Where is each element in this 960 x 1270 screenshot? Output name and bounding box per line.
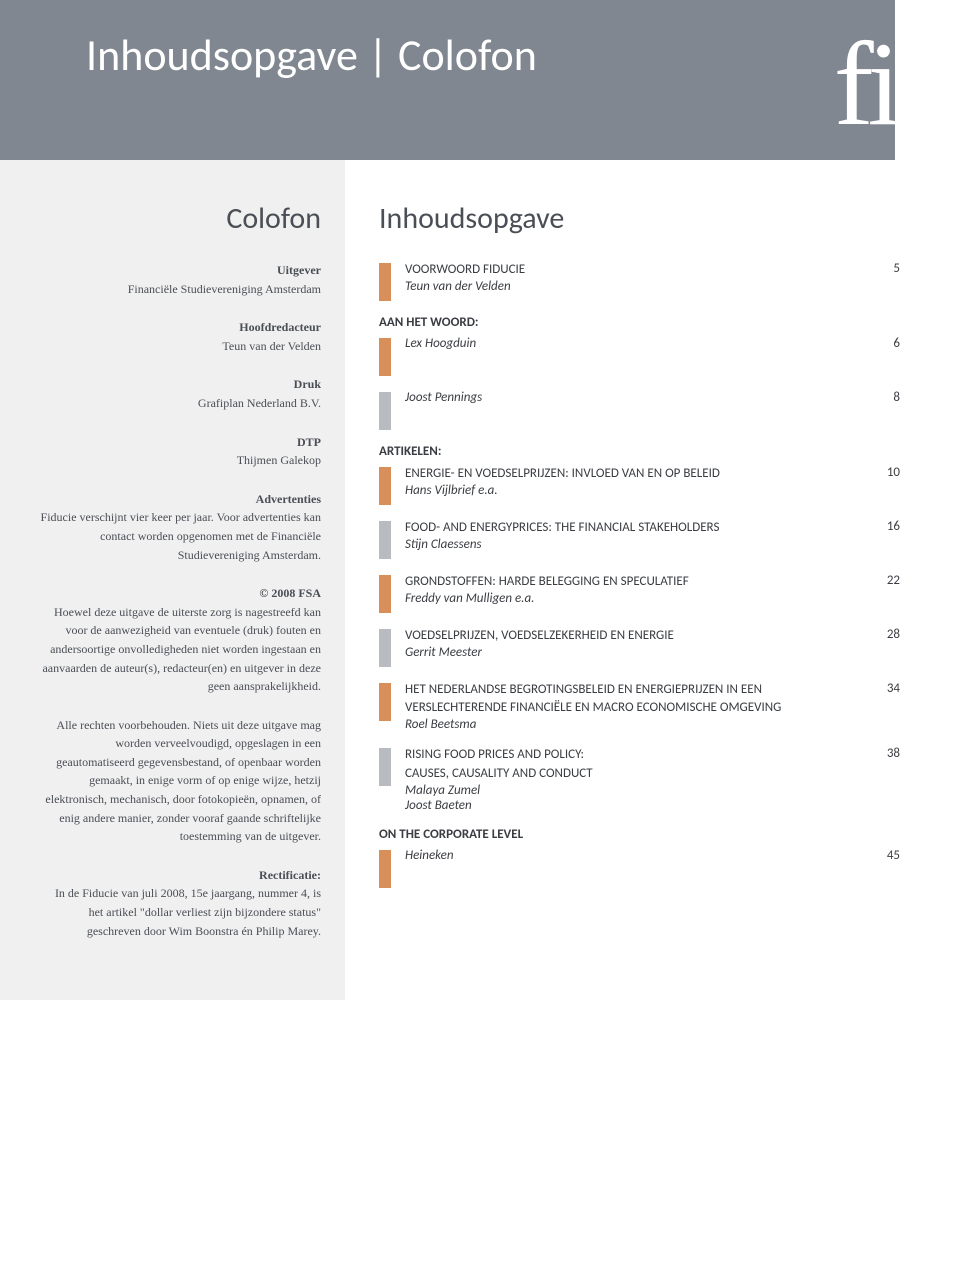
colofon-value: Grafiplan Nederland B.V.	[40, 394, 321, 413]
colofon-label: Druk	[40, 375, 321, 394]
toc-row: Heineken45	[379, 848, 900, 888]
toc-body: Lex Hoogduin	[405, 336, 860, 351]
colofon-value: Thijmen Galekop	[40, 451, 321, 470]
toc-item-author: Roel Beetsma	[405, 717, 860, 732]
toc-body: VOEDSELPRIJZEN, VOEDSELZEKERHEID EN ENER…	[405, 627, 860, 660]
toc-item-title: VOEDSELPRIJZEN, VOEDSELZEKERHEID EN ENER…	[405, 627, 860, 645]
colofon-block: AdvertentiesFiducie verschijnt vier keer…	[40, 490, 321, 564]
toc-marker	[379, 629, 391, 667]
toc-marker	[379, 748, 391, 786]
colofon-block: HoofdredacteurTeun van der Velden	[40, 318, 321, 355]
toc-row: VOORWOORD FIDUCIETeun van der Velden5	[379, 261, 900, 301]
toc-item-author: Hans Vijlbrief e.a.	[405, 483, 860, 498]
toc-row: GRONDSTOFFEN: HARDE BELEGGING EN SPECULA…	[379, 573, 900, 613]
toc-body: ENERGIE- EN VOEDSELPRIJZEN: INVLOED VAN …	[405, 465, 860, 498]
colofon-copyright: © 2008 FSA	[40, 584, 321, 603]
toc-body: RISING FOOD PRICES AND POLICY: CAUSES, C…	[405, 746, 860, 812]
toc-row: HET NEDERLANDSE BEGROTINGSBELEID EN ENER…	[379, 681, 900, 732]
toc-item-page: 10	[860, 465, 900, 480]
colofon-value: Teun van der Velden	[40, 337, 321, 356]
colofon-column: Colofon UitgeverFinanciële Studieverenig…	[0, 160, 345, 1000]
toc-row: ENERGIE- EN VOEDSELPRIJZEN: INVLOED VAN …	[379, 465, 900, 505]
toc-item-author: Gerrit Meester	[405, 645, 860, 660]
toc-item-author: Stijn Claessens	[405, 537, 860, 552]
toc-item-page: 28	[860, 627, 900, 642]
toc-body: Joost Pennings	[405, 390, 860, 405]
toc-marker	[379, 467, 391, 505]
toc-item-title: ENERGIE- EN VOEDSELPRIJZEN: INVLOED VAN …	[405, 465, 860, 483]
fi-logo: fi	[834, 42, 895, 126]
toc-marker	[379, 575, 391, 613]
colofon-paragraph-1: Hoewel deze uitgave de uiterste zorg is …	[40, 603, 321, 696]
colofon-label: Advertenties	[40, 490, 321, 509]
toc-marker	[379, 521, 391, 559]
colofon-value: Fiducie verschijnt vier keer per jaar. V…	[40, 508, 321, 564]
toc-body: GRONDSTOFFEN: HARDE BELEGGING EN SPECULA…	[405, 573, 860, 606]
colofon-block: UitgeverFinanciële Studievereniging Amst…	[40, 261, 321, 298]
toc-row: FOOD- AND ENERGYPRICES: THE FINANCIAL ST…	[379, 519, 900, 559]
colofon-heading: Colofon	[40, 200, 321, 237]
toc-item-page: 45	[860, 848, 900, 863]
colofon-label: Uitgever	[40, 261, 321, 280]
toc-item-page: 34	[860, 681, 900, 696]
colofon-block: DTPThijmen Galekop	[40, 433, 321, 470]
toc-item-title: RISING FOOD PRICES AND POLICY: CAUSES, C…	[405, 746, 860, 782]
toc-item-author: Freddy van Mulligen e.a.	[405, 591, 860, 606]
toc-item-title: FOOD- AND ENERGYPRICES: THE FINANCIAL ST…	[405, 519, 860, 537]
toc-row: RISING FOOD PRICES AND POLICY: CAUSES, C…	[379, 746, 900, 812]
colofon-value: Financiële Studievereniging Amsterdam	[40, 280, 321, 299]
toc-item-title: HET NEDERLANDSE BEGROTINGSBELEID EN ENER…	[405, 681, 860, 717]
toc-marker	[379, 263, 391, 301]
colofon-label: Hoofdredacteur	[40, 318, 321, 337]
toc-item-page: 6	[860, 336, 900, 351]
colofon-rectificatie-text: In de Fiducie van juli 2008, 15e jaargan…	[40, 884, 321, 940]
toc-item-author: Lex Hoogduin	[405, 336, 860, 351]
toc-body: FOOD- AND ENERGYPRICES: THE FINANCIAL ST…	[405, 519, 860, 552]
toc-item-page: 16	[860, 519, 900, 534]
colofon-paragraph-2: Alle rechten voorbehouden. Niets uit dez…	[40, 716, 321, 846]
toc-section-header: ARTIKELEN:	[379, 444, 900, 459]
toc-marker	[379, 392, 391, 430]
toc-section-header: ON THE CORPORATE LEVEL	[379, 827, 900, 842]
page-root: Inhoudsopgave | Colofon fi Colofon Uitge…	[0, 0, 960, 1000]
colofon-block: DrukGrafiplan Nederland B.V.	[40, 375, 321, 412]
toc-item-title: GRONDSTOFFEN: HARDE BELEGGING EN SPECULA…	[405, 573, 860, 591]
toc-row: VOEDSELPRIJZEN, VOEDSELZEKERHEID EN ENER…	[379, 627, 900, 667]
toc-item-page: 8	[860, 390, 900, 405]
toc-item-author: Joost Pennings	[405, 390, 860, 405]
toc-heading: Inhoudsopgave	[379, 200, 900, 237]
toc-body: Heineken	[405, 848, 860, 863]
toc-marker	[379, 338, 391, 376]
toc-row: Lex Hoogduin6	[379, 336, 900, 376]
toc-item-page: 5	[860, 261, 900, 276]
toc-body: HET NEDERLANDSE BEGROTINGSBELEID EN ENER…	[405, 681, 860, 732]
hero-title: Inhoudsopgave | Colofon	[0, 0, 895, 82]
colofon-label: DTP	[40, 433, 321, 452]
columns-wrap: Colofon UitgeverFinanciële Studieverenig…	[0, 160, 960, 1000]
toc-section-header: AAN HET WOORD:	[379, 315, 900, 330]
toc-marker	[379, 850, 391, 888]
toc-body: VOORWOORD FIDUCIETeun van der Velden	[405, 261, 860, 294]
colofon-rectificatie-label: Rectificatie:	[40, 866, 321, 885]
toc-item-title: VOORWOORD FIDUCIE	[405, 261, 860, 279]
toc-marker	[379, 683, 391, 721]
toc-row: Joost Pennings8	[379, 390, 900, 430]
hero-banner: Inhoudsopgave | Colofon fi	[0, 0, 895, 160]
toc-column: Inhoudsopgave VOORWOORD FIDUCIETeun van …	[345, 160, 960, 1000]
toc-item-author: Malaya Zumel Joost Baeten	[405, 783, 860, 813]
toc-item-page: 22	[860, 573, 900, 588]
toc-item-author: Teun van der Velden	[405, 279, 860, 294]
toc-item-page: 38	[860, 746, 900, 761]
toc-item-author: Heineken	[405, 848, 860, 863]
